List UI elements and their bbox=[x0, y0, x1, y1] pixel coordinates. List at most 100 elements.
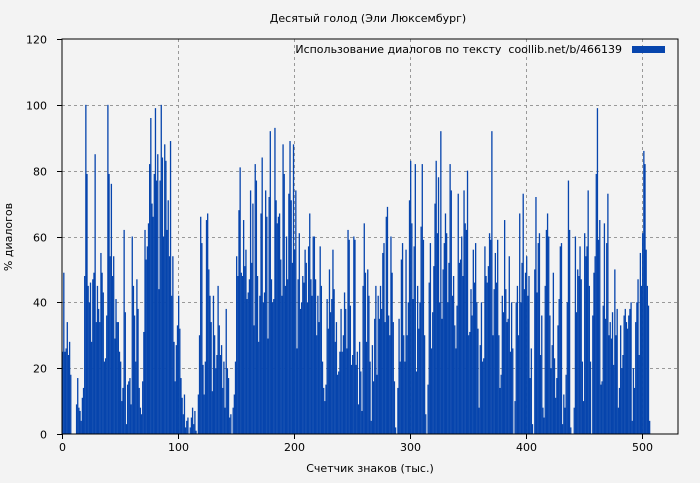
bar bbox=[508, 256, 510, 434]
bar bbox=[614, 269, 616, 434]
bar bbox=[524, 272, 527, 434]
bar bbox=[213, 335, 216, 434]
bar bbox=[70, 374, 72, 434]
bar bbox=[476, 302, 478, 434]
bar bbox=[334, 341, 336, 434]
bar bbox=[580, 279, 582, 434]
bar bbox=[503, 220, 506, 434]
bar bbox=[278, 213, 281, 434]
bar bbox=[358, 341, 361, 434]
bar bbox=[150, 118, 152, 434]
bar bbox=[300, 302, 303, 434]
bar bbox=[403, 335, 405, 434]
bar bbox=[408, 200, 411, 434]
bar bbox=[152, 216, 154, 434]
bar bbox=[220, 345, 223, 434]
bar bbox=[207, 213, 209, 434]
bar bbox=[465, 229, 468, 434]
bar bbox=[387, 315, 390, 434]
bar bbox=[573, 407, 575, 434]
bar bbox=[271, 302, 274, 434]
bar bbox=[255, 180, 258, 434]
bar bbox=[558, 299, 560, 434]
bar bbox=[336, 374, 339, 434]
bar bbox=[332, 249, 334, 434]
bar bbox=[464, 223, 466, 434]
bar bbox=[629, 308, 631, 434]
bar bbox=[603, 223, 606, 434]
bar bbox=[204, 361, 206, 434]
bar bbox=[639, 252, 642, 434]
bar bbox=[320, 285, 323, 434]
bar bbox=[312, 236, 314, 434]
bar bbox=[645, 249, 647, 434]
bar bbox=[382, 252, 384, 434]
bar bbox=[339, 351, 341, 434]
bar bbox=[151, 203, 153, 434]
bar bbox=[361, 410, 363, 434]
bar bbox=[342, 335, 345, 434]
bar bbox=[297, 279, 299, 434]
bar bbox=[502, 312, 505, 434]
bar bbox=[577, 269, 579, 434]
bar bbox=[292, 144, 295, 435]
bar bbox=[288, 193, 290, 434]
bar bbox=[347, 229, 349, 434]
bar bbox=[493, 289, 495, 434]
bar bbox=[542, 407, 544, 434]
bar bbox=[137, 308, 139, 434]
bar bbox=[626, 328, 629, 434]
bar bbox=[187, 417, 189, 434]
x-tick-label: 300 bbox=[400, 441, 421, 454]
bar bbox=[225, 308, 227, 434]
bar bbox=[582, 401, 585, 434]
bar bbox=[428, 282, 430, 434]
bar bbox=[91, 341, 93, 434]
bar bbox=[499, 387, 501, 434]
bar bbox=[85, 104, 87, 434]
bar bbox=[646, 285, 648, 434]
bar bbox=[410, 160, 412, 434]
bar bbox=[245, 249, 247, 434]
bar bbox=[463, 190, 465, 434]
bar bbox=[63, 272, 65, 434]
bar bbox=[522, 193, 524, 434]
bar bbox=[81, 397, 84, 434]
bar bbox=[155, 180, 158, 434]
bar bbox=[541, 315, 543, 434]
bar bbox=[546, 213, 549, 434]
bar bbox=[291, 262, 294, 434]
bar bbox=[451, 295, 454, 434]
bar bbox=[420, 226, 422, 434]
bar bbox=[505, 289, 507, 434]
bar bbox=[623, 315, 625, 434]
bar bbox=[596, 108, 599, 434]
bar bbox=[604, 318, 607, 434]
bar bbox=[406, 335, 408, 434]
bar bbox=[404, 361, 406, 434]
bar bbox=[468, 335, 470, 434]
bar bbox=[340, 308, 342, 434]
bar bbox=[471, 315, 473, 434]
bar bbox=[383, 243, 385, 434]
bar bbox=[299, 308, 302, 434]
bar bbox=[280, 259, 282, 434]
bar bbox=[144, 229, 146, 434]
bar bbox=[104, 358, 107, 434]
bar bbox=[423, 335, 426, 434]
bar bbox=[637, 279, 639, 434]
bar bbox=[176, 325, 179, 434]
bar bbox=[379, 285, 382, 434]
bar bbox=[430, 348, 433, 434]
bar bbox=[594, 256, 596, 434]
bar bbox=[517, 335, 520, 434]
bar bbox=[101, 272, 103, 434]
bar bbox=[437, 177, 440, 434]
bar bbox=[100, 252, 102, 434]
bar bbox=[258, 341, 260, 434]
bar bbox=[631, 420, 633, 434]
bar bbox=[491, 131, 493, 434]
bar bbox=[78, 407, 80, 434]
bar bbox=[237, 276, 239, 434]
